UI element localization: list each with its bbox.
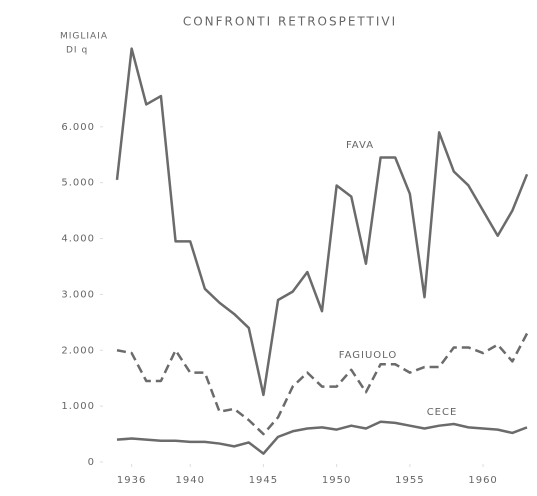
y-tick-label: 2.000 [61, 345, 95, 356]
x-tick-label: 1936 [117, 475, 146, 486]
y-tick-label: 0 [88, 457, 95, 468]
y-tick-label: 6.000 [61, 122, 95, 133]
series-label: CECE [427, 407, 458, 418]
x-tick-label: 1960 [468, 475, 497, 486]
x-tick-label: 1950 [322, 475, 351, 486]
series-line [115, 47, 529, 397]
x-tick-label: 1940 [175, 475, 204, 486]
series-label: FAGIUOLO [339, 350, 397, 361]
series-label: FAVA [346, 140, 374, 151]
y-axis-label: DI q [66, 46, 88, 56]
x-tick-label: 1955 [395, 475, 424, 486]
x-tick-label: 1945 [249, 475, 278, 486]
chart-title: CONFRONTI RETROSPETTIVI [183, 15, 397, 29]
y-tick-label: 1.000 [61, 401, 95, 412]
y-tick-label: 3.000 [61, 289, 95, 300]
y-tick-label: 4.000 [61, 234, 95, 245]
y-axis-label: MIGLIAIA [60, 32, 108, 42]
y-tick-label: 5.000 [61, 178, 95, 189]
series-line [116, 332, 529, 436]
series-line [116, 420, 528, 455]
